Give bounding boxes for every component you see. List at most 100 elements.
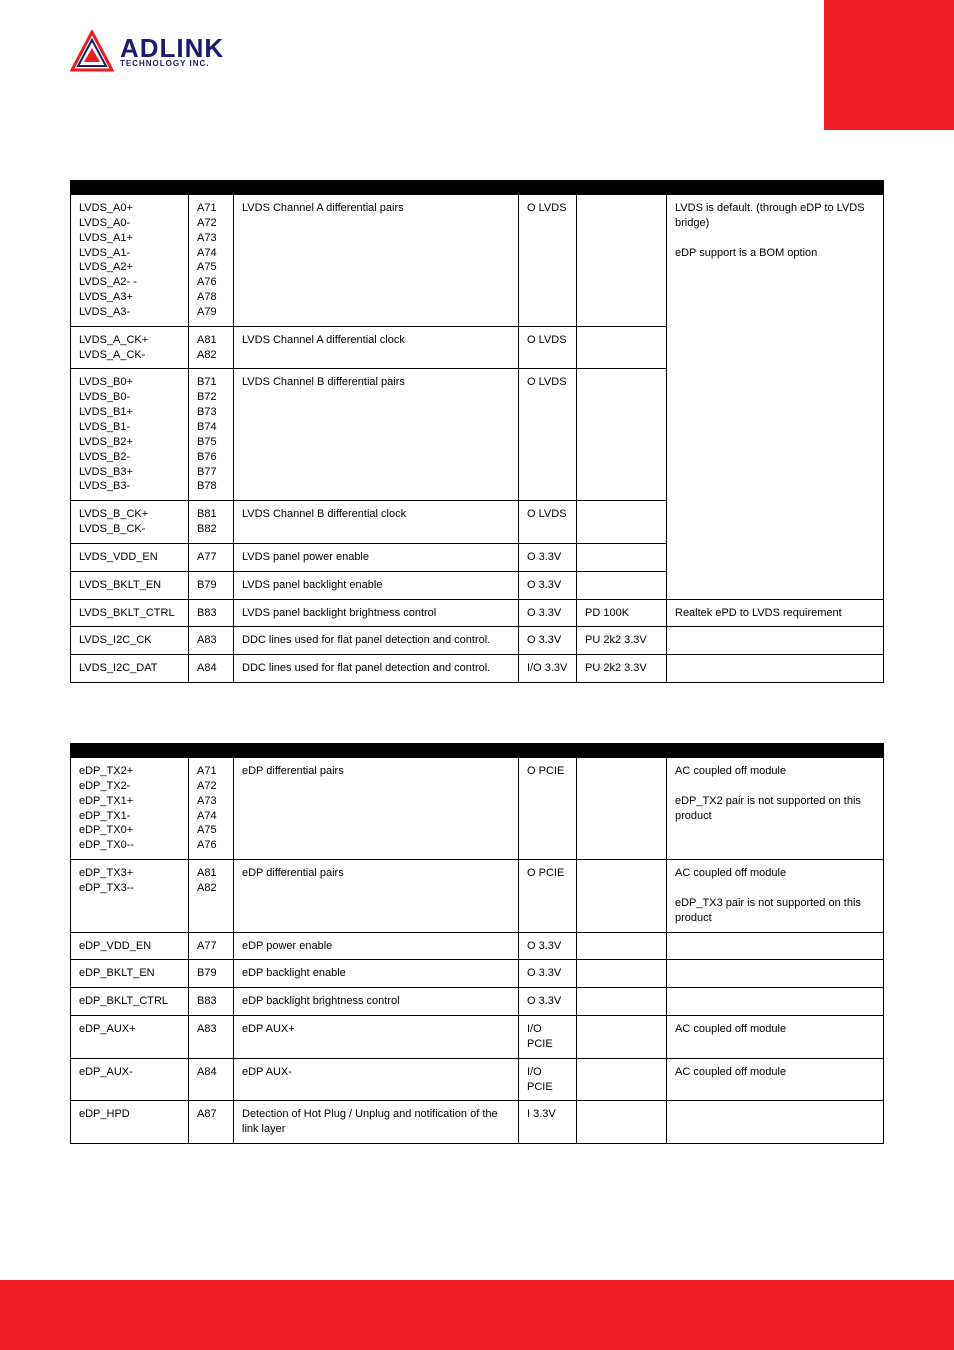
table-cell: LVDS_B0+ LVDS_B0- LVDS_B1+ LVDS_B1- LVDS…	[71, 369, 189, 501]
table-cell: O 3.3V	[519, 988, 577, 1016]
table-cell: A84	[189, 1058, 234, 1101]
table-cell	[577, 195, 667, 327]
table-cell	[667, 960, 884, 988]
table-cell	[577, 501, 667, 544]
table-cell: LVDS_VDD_EN	[71, 543, 189, 571]
table-cell: LVDS_B_CK+ LVDS_B_CK-	[71, 501, 189, 544]
table-cell	[667, 543, 884, 571]
table-cell	[577, 1016, 667, 1059]
logo-tagline: TECHNOLOGY INC.	[120, 60, 224, 67]
table-cell: DDC lines used for flat panel detection …	[234, 655, 519, 683]
table-cell: eDP power enable	[234, 932, 519, 960]
table-cell: LVDS_I2C_DAT	[71, 655, 189, 683]
table-cell: eDP_BKLT_EN	[71, 960, 189, 988]
edp-table: eDP_TX2+ eDP_TX2- eDP_TX1+ eDP_TX1- eDP_…	[70, 743, 884, 1144]
table-cell: eDP_AUX-	[71, 1058, 189, 1101]
table-cell: O LVDS	[519, 369, 577, 501]
table-cell: A81 A82	[189, 326, 234, 369]
table-cell	[577, 988, 667, 1016]
table-row: LVDS_I2C_DATA84DDC lines used for flat p…	[71, 655, 884, 683]
table-cell: O PCIE	[519, 758, 577, 860]
table-cell: O 3.3V	[519, 543, 577, 571]
lvds-table: LVDS_A0+ LVDS_A0- LVDS_A1+ LVDS_A1- LVDS…	[70, 180, 884, 683]
table-cell: LVDS_BKLT_EN	[71, 571, 189, 599]
logo-text: ADLINK TECHNOLOGY INC.	[120, 37, 224, 68]
table-cell: eDP_TX3+ eDP_TX3--	[71, 860, 189, 932]
table-cell	[577, 1058, 667, 1101]
table-cell: LVDS Channel B differential pairs	[234, 369, 519, 501]
table-cell: PD 100K	[577, 599, 667, 627]
table-row: LVDS_B0+ LVDS_B0- LVDS_B1+ LVDS_B1- LVDS…	[71, 369, 884, 501]
table-cell: eDP_AUX+	[71, 1016, 189, 1059]
table-cell: A77	[189, 543, 234, 571]
table-header-row	[71, 744, 884, 758]
table-cell: B83	[189, 599, 234, 627]
table-cell: I 3.3V	[519, 1101, 577, 1144]
table-cell	[577, 571, 667, 599]
table-cell: A84	[189, 655, 234, 683]
table-cell: O PCIE	[519, 860, 577, 932]
table-cell: B71 B72 B73 B74 B75 B76 B77 B78	[189, 369, 234, 501]
table-row: eDP_AUX-A84eDP AUX-I/O PCIEAC coupled of…	[71, 1058, 884, 1101]
table-row: LVDS_BKLT_ENB79LVDS panel backlight enab…	[71, 571, 884, 599]
table-cell: O LVDS	[519, 326, 577, 369]
table-row: eDP_TX2+ eDP_TX2- eDP_TX1+ eDP_TX1- eDP_…	[71, 758, 884, 860]
logo-icon	[70, 30, 114, 74]
table-cell	[577, 369, 667, 501]
footer-red-strip	[0, 1280, 954, 1350]
table-cell: Detection of Hot Plug / Unplug and notif…	[234, 1101, 519, 1144]
table-cell: LVDS panel backlight enable	[234, 571, 519, 599]
table-row: LVDS_VDD_ENA77LVDS panel power enableO 3…	[71, 543, 884, 571]
table-cell: O 3.3V	[519, 960, 577, 988]
table-cell: O 3.3V	[519, 599, 577, 627]
table-row: eDP_BKLT_ENB79eDP backlight enableO 3.3V	[71, 960, 884, 988]
table-cell: eDP_VDD_EN	[71, 932, 189, 960]
header-red-block	[824, 0, 954, 130]
table-cell: A87	[189, 1101, 234, 1144]
table-cell: A83	[189, 627, 234, 655]
table-cell: eDP backlight enable	[234, 960, 519, 988]
table-cell: AC coupled off module eDP_TX3 pair is no…	[667, 860, 884, 932]
table-cell: eDP_BKLT_CTRL	[71, 988, 189, 1016]
table-cell: B79	[189, 571, 234, 599]
table-cell	[667, 932, 884, 960]
table-cell: DDC lines used for flat panel detection …	[234, 627, 519, 655]
table-cell	[667, 655, 884, 683]
table-row: LVDS_A0+ LVDS_A0- LVDS_A1+ LVDS_A1- LVDS…	[71, 195, 884, 327]
table-cell: eDP backlight brightness control	[234, 988, 519, 1016]
table-cell: I/O 3.3V	[519, 655, 577, 683]
table-cell: B81 B82	[189, 501, 234, 544]
table-cell: LVDS is default. (through eDP to LVDS br…	[667, 195, 884, 327]
table-cell: AC coupled off module	[667, 1058, 884, 1101]
table-cell: Realtek ePD to LVDS requirement	[667, 599, 884, 627]
table-row: eDP_HPDA87Detection of Hot Plug / Unplug…	[71, 1101, 884, 1144]
table-cell	[577, 758, 667, 860]
table-row: eDP_VDD_ENA77eDP power enableO 3.3V	[71, 932, 884, 960]
table-cell	[577, 960, 667, 988]
table-cell: A77	[189, 932, 234, 960]
table-cell: I/O PCIE	[519, 1016, 577, 1059]
table-cell: LVDS panel backlight brightness control	[234, 599, 519, 627]
table-cell: A71 A72 A73 A74 A75 A76	[189, 758, 234, 860]
table-row: LVDS_I2C_CKA83DDC lines used for flat pa…	[71, 627, 884, 655]
table-row: LVDS_A_CK+ LVDS_A_CK-A81 A82LVDS Channel…	[71, 326, 884, 369]
table-cell	[667, 501, 884, 544]
table-cell: eDP AUX-	[234, 1058, 519, 1101]
table-cell: LVDS Channel A differential clock	[234, 326, 519, 369]
table-cell: O LVDS	[519, 501, 577, 544]
table-row: eDP_TX3+ eDP_TX3--A81 A82eDP differentia…	[71, 860, 884, 932]
table-cell	[667, 571, 884, 599]
table-cell: AC coupled off module	[667, 1016, 884, 1059]
table-cell: LVDS_BKLT_CTRL	[71, 599, 189, 627]
table-cell: eDP_TX2+ eDP_TX2- eDP_TX1+ eDP_TX1- eDP_…	[71, 758, 189, 860]
page: ADLINK TECHNOLOGY INC. LVDS_A0+ LVDS_A0-…	[0, 0, 954, 1350]
table-cell	[577, 543, 667, 571]
table-cell	[577, 326, 667, 369]
table-cell: LVDS Channel B differential clock	[234, 501, 519, 544]
table-cell	[667, 988, 884, 1016]
table-cell: B79	[189, 960, 234, 988]
table-cell	[667, 369, 884, 501]
table-cell: LVDS Channel A differential pairs	[234, 195, 519, 327]
brand-logo: ADLINK TECHNOLOGY INC.	[70, 30, 224, 74]
table-row: eDP_BKLT_CTRLB83eDP backlight brightness…	[71, 988, 884, 1016]
